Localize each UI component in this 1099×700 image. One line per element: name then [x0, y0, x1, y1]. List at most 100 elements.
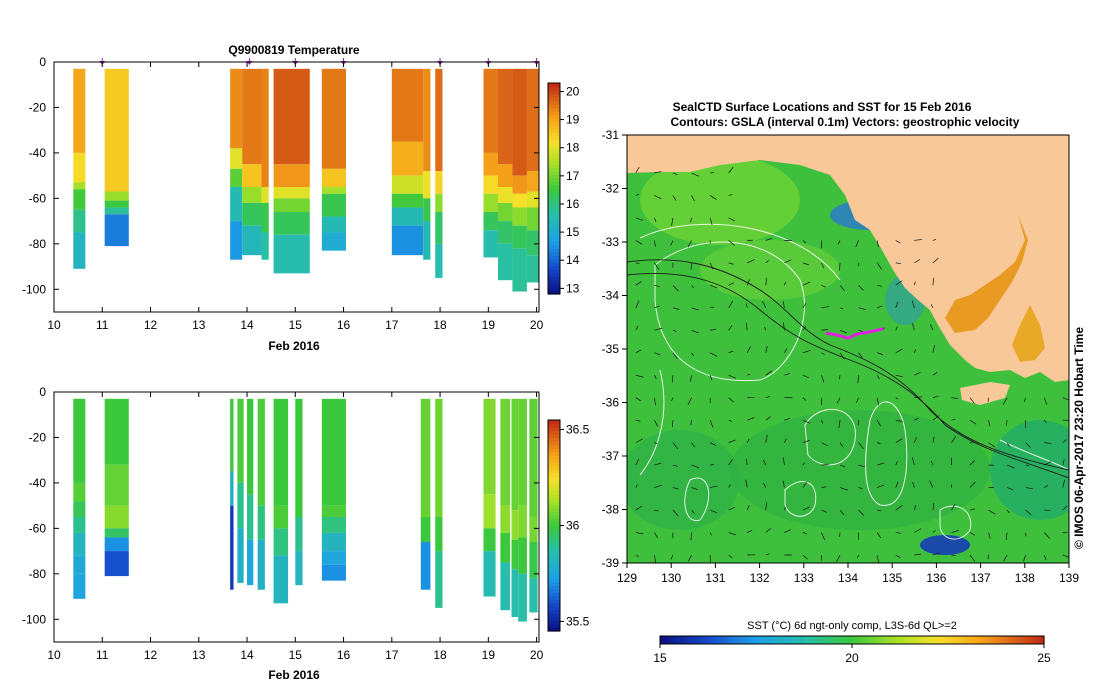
- velocity-vector-206: [857, 375, 859, 384]
- temperature-x-label: Feb 2016: [268, 339, 320, 353]
- temp-y-tick-label-0: 0: [39, 55, 46, 69]
- velocity-vector-221: [876, 375, 880, 380]
- sal-colorbar-segment-55: [548, 434, 560, 439]
- sal-colorbar-segment-39: [548, 490, 560, 495]
- velocity-vector-132: [765, 345, 768, 353]
- sst-colorbar-segment-39: [847, 636, 853, 644]
- temp-profile-4-layer-1: [261, 187, 269, 203]
- sal-colorbar-segment-32: [548, 514, 560, 520]
- sal-profile-0-layer-1: [73, 482, 86, 502]
- sal-profile-1-layer-5: [104, 551, 129, 577]
- temp-profile-13-layer-5: [526, 255, 539, 283]
- sst-colorbar-segment-14: [727, 636, 733, 644]
- sst-colorbar-segment-23: [770, 636, 776, 644]
- velocity-vector-32: [654, 240, 656, 247]
- sal-profile-12-layer-1: [500, 505, 511, 533]
- velocity-vector-220: [876, 397, 879, 406]
- velocity-vector-26: [654, 375, 657, 380]
- temp-colorbar-segment-50: [548, 114, 560, 119]
- sal-profile-3-layer-2: [237, 528, 244, 583]
- sst-colorbar-segment-5: [684, 636, 690, 644]
- velocity-vector-317: [1044, 461, 1052, 466]
- temp-colorbar-segment-51: [548, 111, 560, 116]
- velocity-vector-239: [895, 301, 899, 308]
- sst-colorbar-segment-34: [823, 636, 829, 644]
- velocity-vector-264: [932, 415, 940, 421]
- velocity-vector-270: [932, 277, 935, 286]
- temp-colorbar-segment-16: [548, 234, 560, 239]
- temp-colorbar-segment-5: [548, 272, 560, 278]
- sst-colorbar-segment-0: [660, 636, 666, 644]
- temp-colorbar-segment-23: [548, 209, 560, 214]
- velocity-vector-88: [709, 195, 717, 200]
- velocity-vector-272: [932, 239, 937, 241]
- sal-profile-2-layer-2: [230, 505, 234, 590]
- sal-colorbar-segment-23: [548, 546, 560, 551]
- velocity-vector-236: [895, 374, 903, 378]
- temp-colorbar-segment-46: [548, 128, 560, 133]
- velocity-vector-160: [802, 397, 807, 401]
- sst-colorbar-segment-18: [746, 636, 752, 644]
- velocity-vector-212: [855, 240, 859, 248]
- sal-profile-6-layer-2: [273, 528, 289, 556]
- temp-profile-7-layer-4: [391, 207, 424, 226]
- sst-colorbar-segment-71: [1000, 636, 1007, 644]
- sal-colorbar-segment-37: [548, 497, 560, 502]
- sal-x-tick-label-15: 15: [289, 648, 303, 662]
- velocity-vector-84: [709, 285, 718, 289]
- temp-colorbar-segment-31: [548, 181, 560, 186]
- velocity-vector-290: [988, 532, 991, 539]
- salinity-x-axis: 10 11 12 13 14 15 16 17 18 19 20: [47, 392, 544, 662]
- velocity-vector-269: [930, 304, 934, 308]
- temp-x-tick-label-11: 11: [96, 318, 109, 332]
- velocity-vector-253: [912, 323, 915, 331]
- temp-colorbar-segment-17: [548, 230, 560, 235]
- velocity-vector-271: [932, 257, 939, 264]
- sst-colorbar-segment-52: [909, 636, 915, 644]
- sst-warm-coastal-patch: [700, 240, 840, 300]
- sal-colorbar-segment-40: [548, 486, 560, 491]
- velocity-vector-112: [745, 458, 748, 466]
- sst-colorbar-segment-57: [933, 636, 939, 644]
- temp-colorbar-segment-19: [548, 223, 560, 228]
- temp-colorbar-segment-54: [548, 100, 560, 105]
- sal-colorbar-segment-12: [548, 585, 560, 590]
- sst-colorbar-segment-9: [703, 636, 709, 644]
- velocity-vector-125: [765, 502, 768, 511]
- velocity-vector-262: [930, 460, 934, 466]
- sst-colorbar-segment-3: [674, 636, 680, 644]
- velocity-vector-232: [895, 461, 898, 466]
- velocity-vector-284: [969, 481, 976, 488]
- temp-profile-6-layer-2: [321, 187, 346, 194]
- sst-colorbar-segment-48: [890, 636, 896, 644]
- temp-colorbar-segment-56: [548, 93, 560, 98]
- sal-x-tick-label-12: 12: [144, 648, 158, 662]
- velocity-vector-69: [690, 217, 692, 223]
- velocity-vector-118: [745, 322, 748, 331]
- temp-colorbar-segment-25: [548, 202, 560, 207]
- velocity-vector-189: [838, 420, 841, 429]
- sal-profile-11-layer-2: [483, 528, 496, 552]
- sst-colorbar-segment-17: [741, 636, 747, 644]
- temp-colorbar-segment-59: [548, 83, 560, 88]
- gsla-contour-6: [939, 505, 972, 540]
- sal-x-tick-label-20: 20: [530, 648, 544, 662]
- temp-profile-3-layer-1: [242, 164, 262, 187]
- velocity-vector-214: [876, 532, 882, 539]
- velocity-vector-263: [932, 436, 935, 443]
- sal-profile-6-layer-3: [273, 555, 289, 604]
- sst-colorbar-segment-24: [775, 636, 781, 644]
- velocity-vector-44: [671, 375, 674, 383]
- sal-profile-12-layer-3: [500, 562, 511, 611]
- velocity-vector-116: [747, 373, 751, 376]
- velocity-vector-261: [929, 480, 934, 488]
- salinity-panel: 10 11 12 13 14 15 16 17 18 19 20 0 -20 -40 -60 -80 -100…: [22, 385, 590, 682]
- velocity-vector-209: [858, 307, 867, 311]
- velocity-vector-260: [932, 503, 935, 511]
- sst-colorbar-segment-68: [986, 636, 992, 644]
- velocity-vector-6: [635, 419, 641, 422]
- velocity-vector-257: [914, 239, 923, 241]
- sal-profile-0-layer-2: [73, 501, 86, 517]
- sst-colorbar-segment-66: [976, 636, 983, 644]
